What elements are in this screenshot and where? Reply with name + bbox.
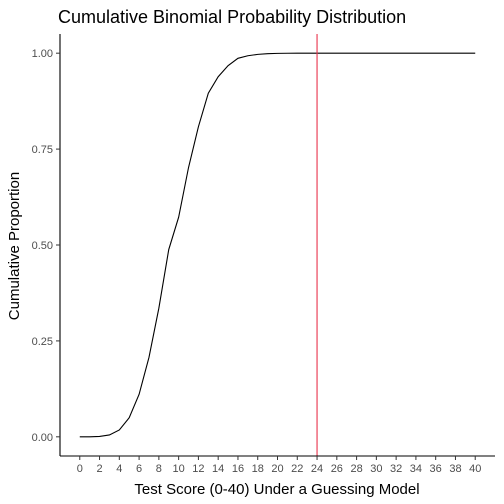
cumulative-line [80,53,475,437]
x-tick-label: 6 [136,463,142,475]
x-tick-label: 32 [390,463,402,475]
y-tick-label: 0.75 [32,144,53,156]
x-axis-title: Test Score (0-40) Under a Guessing Model [134,481,419,498]
y-tick-label: 0.25 [32,336,53,348]
x-tick-label: 18 [252,463,264,475]
y-tick-label: 1.00 [32,48,53,60]
x-tick-label: 30 [370,463,382,475]
x-tick-label: 24 [311,463,323,475]
x-tick-label: 16 [232,463,244,475]
y-axis: 0.00 0.25 0.50 0.75 1.00 [32,34,60,456]
x-axis: 0 2 4 6 8 10 12 14 16 18 20 22 24 26 28 30 32 34 36 38 40 [60,456,495,475]
x-tick-label: 4 [116,463,122,475]
x-tick-label: 22 [291,463,303,475]
x-tick-label: 40 [469,463,481,475]
x-tick-label: 12 [192,463,204,475]
y-tick-label: 0.00 [32,432,53,444]
x-tick-label: 14 [212,463,224,475]
y-tick-label: 0.50 [32,240,53,252]
x-tick-label: 34 [410,463,422,475]
plot-panel [80,34,475,456]
x-tick-label: 10 [173,463,185,475]
x-tick-label: 28 [350,463,362,475]
x-tick-label: 38 [449,463,461,475]
x-tick-label: 20 [271,463,283,475]
chart-title: Cumulative Binomial Probability Distribu… [58,7,406,27]
x-tick-label: 8 [156,463,162,475]
x-tick-label: 36 [430,463,442,475]
x-tick-label: 26 [331,463,343,475]
x-tick-label: 2 [96,463,102,475]
x-tick-label: 0 [77,463,83,475]
y-axis-title: Cumulative Proportion [6,172,23,320]
